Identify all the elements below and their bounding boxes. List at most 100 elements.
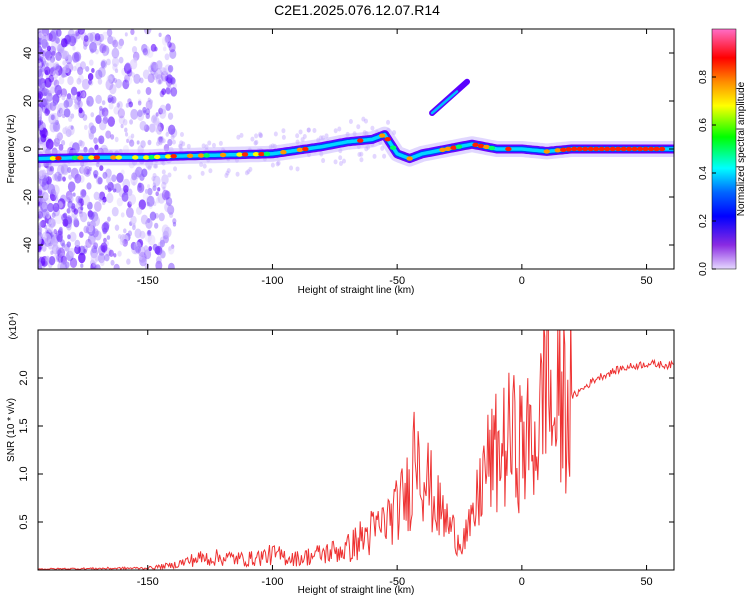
- noise-speckle: [113, 77, 118, 84]
- noise-speckle: [207, 140, 212, 146]
- noise-speckle: [258, 133, 263, 139]
- noise-speckle: [93, 242, 99, 250]
- noise-speckle: [148, 99, 153, 105]
- noise-speckle: [155, 112, 159, 117]
- noise-speckle: [107, 181, 114, 191]
- y-tick-label: 20: [22, 95, 34, 107]
- noise-speckle: [57, 198, 66, 210]
- noise-speckle: [88, 79, 94, 86]
- noise-speckle: [49, 165, 54, 172]
- noise-speckle: [146, 48, 154, 59]
- noise-speckle: [273, 131, 278, 137]
- noise-speckle: [82, 194, 90, 206]
- noise-speckle: [48, 219, 53, 225]
- noise-speckle: [99, 43, 107, 54]
- snr-y-label: SNR (10 * v/v): [6, 398, 17, 462]
- noise-speckle: [147, 165, 152, 171]
- noise-speckle: [66, 207, 71, 214]
- noise-speckle: [57, 262, 64, 269]
- ridge-hotspot: [203, 153, 210, 158]
- noise-speckle: [93, 137, 98, 144]
- noise-speckle: [337, 126, 342, 132]
- noise-speckle: [90, 112, 95, 118]
- noise-speckle: [157, 193, 166, 204]
- noise-speckle: [127, 98, 132, 105]
- ridge-hotspot: [280, 150, 287, 155]
- noise-speckle: [67, 200, 73, 209]
- noise-speckle: [167, 41, 172, 48]
- noise-speckle: [168, 124, 176, 135]
- noise-speckle: [152, 71, 159, 81]
- noise-speckle: [341, 158, 346, 164]
- noise-speckle: [380, 145, 385, 151]
- noise-speckle: [68, 247, 76, 257]
- noise-speckle: [58, 144, 64, 151]
- noise-speckle: [157, 187, 161, 192]
- noise-speckle: [52, 221, 57, 227]
- noise-speckle: [372, 153, 377, 159]
- ridge-hotspot: [241, 152, 249, 157]
- noise-speckle: [52, 70, 59, 79]
- noise-speckle: [110, 36, 117, 46]
- noise-speckle: [130, 108, 139, 120]
- noise-speckle: [97, 253, 106, 264]
- noise-speckle: [172, 221, 177, 227]
- noise-speckle: [99, 105, 103, 111]
- noise-speckle: [50, 236, 59, 247]
- noise-speckle: [276, 160, 281, 166]
- x-tick-label: 50: [640, 576, 652, 588]
- noise-speckle: [60, 38, 68, 48]
- noise-speckle: [76, 95, 82, 102]
- noise-speckle: [103, 237, 107, 243]
- noise-speckle: [62, 176, 66, 182]
- noise-speckle: [46, 32, 53, 42]
- noise-speckle: [89, 41, 97, 53]
- ridge-hotspot: [620, 146, 627, 152]
- noise-speckle: [122, 79, 130, 90]
- noise-speckle: [145, 218, 153, 229]
- noise-speckle: [338, 161, 343, 167]
- noise-speckle: [54, 135, 61, 145]
- noise-speckle: [146, 229, 152, 237]
- colorbar-tick-label: 0.2: [698, 214, 709, 228]
- noise-speckle: [111, 47, 120, 59]
- noise-speckle: [58, 226, 63, 232]
- noise-speckle: [160, 136, 164, 141]
- noise-speckle: [46, 165, 54, 176]
- noise-speckle: [56, 132, 63, 141]
- noise-speckle: [81, 141, 85, 146]
- noise-speckle: [95, 69, 103, 80]
- noise-speckle: [158, 212, 165, 222]
- ridge-hotspot: [543, 149, 550, 154]
- noise-speckle: [158, 79, 162, 84]
- noise-speckle: [88, 211, 95, 220]
- noise-speckle: [118, 115, 126, 125]
- ridge-hotspot: [592, 146, 600, 152]
- ridge-hotspot: [488, 145, 496, 151]
- noise-speckle: [137, 100, 142, 106]
- noise-speckle: [154, 212, 159, 219]
- noise-speckle: [200, 170, 205, 176]
- noise-speckle: [164, 190, 171, 200]
- noise-speckle: [57, 247, 66, 259]
- snr-y-multiplier: (x10⁴): [8, 312, 19, 339]
- noise-speckle: [141, 43, 148, 53]
- noise-speckle: [114, 224, 120, 231]
- noise-speckle: [83, 44, 88, 50]
- noise-speckle: [39, 221, 43, 227]
- colorbar: 0.0 0.2 0.4 0.6 0.8 Normalized spectral ampl…: [698, 28, 747, 276]
- noise-speckle: [88, 79, 92, 85]
- noise-speckle: [74, 239, 81, 248]
- noise-speckle: [95, 264, 101, 269]
- noise-speckle: [64, 126, 68, 131]
- noise-speckle: [89, 31, 97, 43]
- noise-speckle: [152, 175, 161, 187]
- noise-speckle: [95, 94, 102, 105]
- noise-speckle: [77, 66, 84, 76]
- noise-speckle: [89, 166, 93, 172]
- noise-speckle: [77, 29, 85, 35]
- noise-speckle: [57, 173, 63, 182]
- noise-speckle: [187, 174, 192, 180]
- snr-x-axis: -150 -100 -50 0 50: [137, 330, 653, 588]
- noise-speckle: [60, 164, 69, 176]
